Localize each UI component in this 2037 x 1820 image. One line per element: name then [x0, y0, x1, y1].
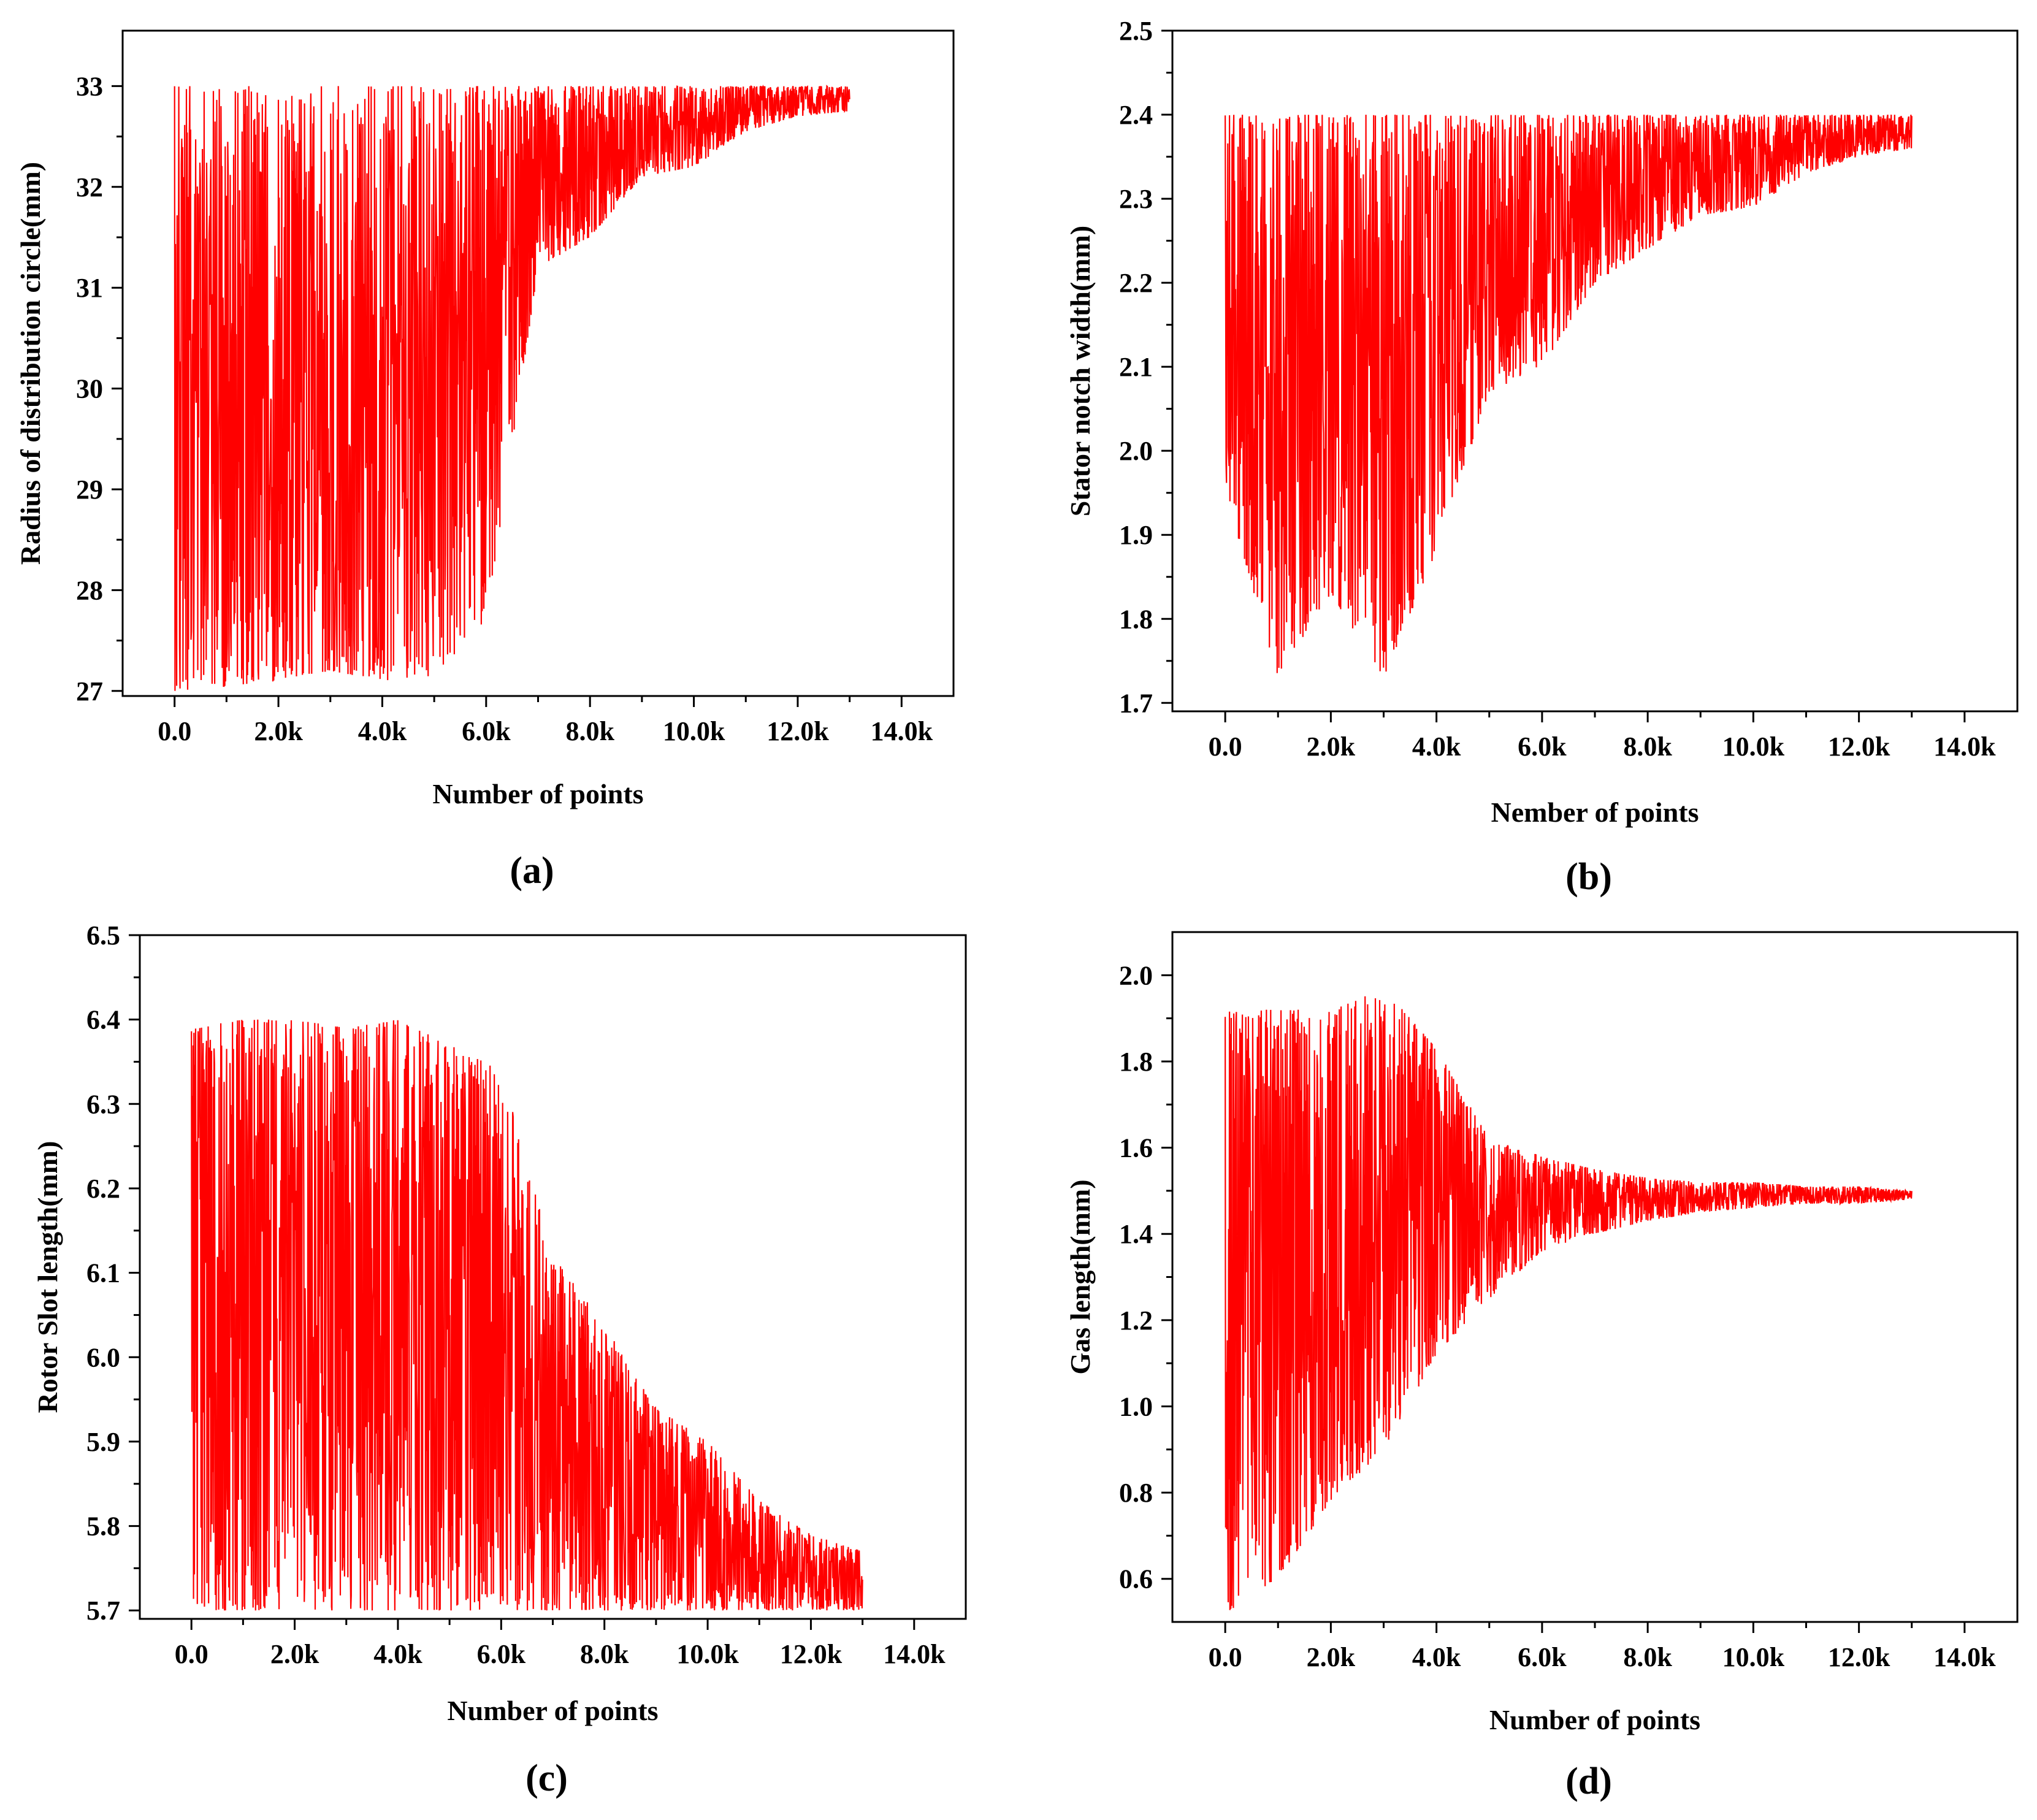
x-axis-title: Number of points: [432, 778, 643, 809]
y-tick-label: 5.9: [86, 1427, 120, 1457]
x-tick-label: 2.0k: [254, 716, 303, 746]
x-tick-label: 4.0k: [1412, 732, 1461, 762]
y-axis-title: Gas length(mm): [1064, 1179, 1096, 1374]
x-tick-label: 0.0: [158, 716, 191, 746]
y-tick-label: 1.7: [1119, 688, 1153, 718]
chart-panel-d: 0.0 2.0k 4.0k 6.0k 8.0k 10.0k 12.0k 14.0k 0.6 0.8…: [1064, 931, 2019, 1802]
y-tick-label: 2.0: [1119, 436, 1153, 466]
x-tick-label: 6.0k: [1518, 732, 1567, 762]
y-tick-label: 33: [76, 71, 103, 101]
x-tick-label: 8.0k: [580, 1639, 629, 1669]
y-tick-label: 1.8: [1119, 1047, 1153, 1077]
x-tick-label: 6.0k: [1518, 1642, 1567, 1672]
x-tick-label: 10.0k: [1722, 1642, 1785, 1672]
y-tick-label: 28: [76, 575, 103, 605]
y-tick-label: 0.6: [1119, 1564, 1153, 1594]
x-tick-label: 4.0k: [358, 716, 407, 746]
y-tick-label: 6.5: [86, 920, 120, 950]
y-tick-label: 6.3: [86, 1089, 120, 1119]
x-tick-label: 6.0k: [477, 1639, 526, 1669]
panel-label: (c): [525, 1757, 568, 1799]
y-tick-label: 2.5: [1119, 16, 1153, 46]
x-tick-label: 4.0k: [1412, 1642, 1461, 1672]
x-tick-label: 14.0k: [883, 1639, 946, 1669]
y-tick-label: 2.2: [1119, 268, 1153, 298]
x-tick-label: 0.0: [1209, 732, 1242, 762]
y-tick-label: 1.4: [1119, 1219, 1153, 1249]
x-tick-label: 12.0k: [766, 716, 829, 746]
y-tick-label: 6.1: [86, 1258, 120, 1288]
data-series-line: [174, 84, 850, 691]
x-tick-label: 14.0k: [1933, 1642, 1996, 1672]
chart-panel-c: 0.0 2.0k 4.0k 6.0k 8.0k 10.0k 12.0k 14.0k 5.7 5.8…: [32, 920, 967, 1799]
x-tick-label: 14.0k: [871, 716, 933, 746]
y-tick-label: 29: [76, 475, 103, 505]
panel-label: (b): [1565, 856, 1612, 898]
panel-label: (d): [1565, 1761, 1612, 1802]
panel-label: (a): [510, 850, 554, 892]
x-axis-title: Number of points: [1489, 1704, 1700, 1735]
y-tick-label: 27: [76, 676, 103, 706]
x-tick-label: 2.0k: [1307, 732, 1356, 762]
x-tick-label: 12.0k: [1828, 732, 1890, 762]
y-tick-label: 0.8: [1119, 1478, 1153, 1508]
x-tick-label: 8.0k: [1623, 1642, 1672, 1672]
x-tick-label: 4.0k: [373, 1639, 422, 1669]
y-tick-label: 1.9: [1119, 520, 1153, 550]
y-tick-label: 1.8: [1119, 604, 1153, 634]
x-tick-label: 14.0k: [1933, 732, 1996, 762]
data-series-line: [191, 1019, 863, 1611]
x-tick-label: 10.0k: [676, 1639, 739, 1669]
y-tick-label: 32: [76, 172, 103, 202]
x-tick-label: 0.0: [1209, 1642, 1242, 1672]
x-tick-label: 2.0k: [270, 1639, 319, 1669]
y-tick-label: 1.2: [1119, 1306, 1153, 1336]
y-tick-label: 31: [76, 273, 103, 303]
y-tick-label: 6.0: [86, 1342, 120, 1372]
y-tick-label: 6.2: [86, 1174, 120, 1204]
x-tick-label: 0.0: [175, 1639, 208, 1669]
x-tick-label: 6.0k: [462, 716, 511, 746]
y-tick-label: 2.4: [1119, 100, 1153, 130]
y-tick-label: 6.4: [86, 1005, 120, 1035]
y-axis-title: Radius of distribution circle(mm): [15, 162, 46, 565]
y-tick-label: 1.0: [1119, 1391, 1153, 1421]
x-tick-label: 12.0k: [780, 1639, 843, 1669]
x-tick-label: 8.0k: [1623, 732, 1672, 762]
data-series-line: [1224, 114, 1913, 673]
y-tick-label: 2.0: [1119, 960, 1153, 990]
y-tick-label: 5.8: [86, 1512, 120, 1542]
x-tick-label: 2.0k: [1307, 1642, 1356, 1672]
x-tick-label: 12.0k: [1828, 1642, 1890, 1672]
x-axis-title: Number of points: [447, 1695, 658, 1726]
y-axis-title: Rotor Slot length(mm): [32, 1141, 63, 1413]
chart-panel-a: 0.0 2.0k 4.0k 6.0k 8.0k 10.0k 12.0k 14.0k 27 28 29…: [15, 29, 955, 892]
y-tick-label: 30: [76, 374, 103, 404]
x-tick-label: 10.0k: [663, 716, 725, 746]
y-tick-label: 2.3: [1119, 184, 1153, 214]
y-tick-label: 2.1: [1119, 352, 1153, 382]
x-axis-title: Nember of points: [1491, 797, 1699, 828]
chart-panel-b: 0.0 2.0k 4.0k 6.0k 8.0k 10.0k 12.0k 14.0k 1.7 1.8…: [1064, 16, 2019, 898]
y-axis-title: Stator notch width(mm): [1064, 226, 1096, 516]
data-series-line: [1224, 996, 1913, 1610]
x-tick-label: 8.0k: [565, 716, 614, 746]
x-tick-label: 10.0k: [1722, 732, 1785, 762]
y-tick-label: 5.7: [86, 1596, 120, 1626]
y-tick-label: 1.6: [1119, 1133, 1153, 1163]
